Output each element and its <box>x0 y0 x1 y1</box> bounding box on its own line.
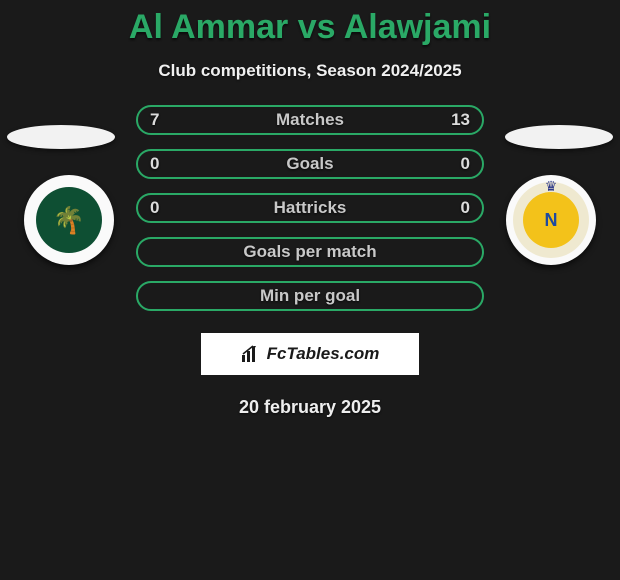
shield-icon <box>36 187 102 253</box>
stat-row-goals-per-match: Goals per match <box>136 237 484 267</box>
chart-icon <box>241 345 261 363</box>
stat-label: Goals per match <box>138 239 482 265</box>
club-badge-left <box>24 175 114 265</box>
branding-link[interactable]: FcTables.com <box>199 331 421 377</box>
stat-value-right: 0 <box>461 151 470 177</box>
stat-label: Goals <box>138 151 482 177</box>
branding-text: FcTables.com <box>267 344 380 364</box>
stat-row-hattricks: 0 Hattricks 0 <box>136 193 484 223</box>
date-label: 20 february 2025 <box>0 397 620 418</box>
page-subtitle: Club competitions, Season 2024/2025 <box>0 61 620 81</box>
player-photo-right <box>505 125 613 149</box>
ring-icon: ♛ N <box>513 182 589 258</box>
stat-row-goals: 0 Goals 0 <box>136 149 484 179</box>
stat-label: Matches <box>138 107 482 133</box>
stat-value-right: 0 <box>461 195 470 221</box>
stat-label: Min per goal <box>138 283 482 309</box>
stat-value-right: 13 <box>451 107 470 133</box>
nassr-icon: N <box>523 192 579 248</box>
crown-icon: ♛ <box>545 178 558 195</box>
comparison-card: Al Ammar vs Alawjami Club competitions, … <box>0 0 620 580</box>
stat-label: Hattricks <box>138 195 482 221</box>
page-title: Al Ammar vs Alawjami <box>0 0 620 47</box>
player-photo-left <box>7 125 115 149</box>
club-badge-right: ♛ N <box>506 175 596 265</box>
stat-row-matches: 7 Matches 13 <box>136 105 484 135</box>
stat-row-min-per-goal: Min per goal <box>136 281 484 311</box>
